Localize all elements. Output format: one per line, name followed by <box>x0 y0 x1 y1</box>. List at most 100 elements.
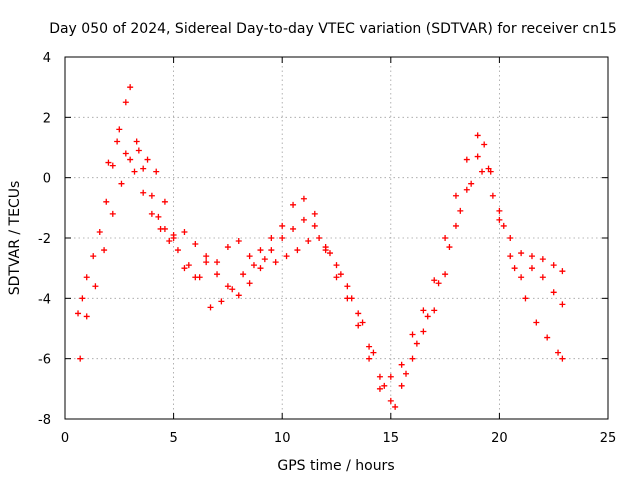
data-point <box>92 283 99 290</box>
data-point <box>463 186 470 193</box>
data-point <box>403 370 410 377</box>
data-point <box>431 277 438 284</box>
y-tick-label: -6 <box>38 353 51 368</box>
y-tick-labels: -8 -6 -4 -2 0 2 4 <box>38 51 51 428</box>
data-point <box>468 180 475 187</box>
data-point <box>452 192 459 199</box>
data-point <box>474 132 481 139</box>
data-point <box>157 225 164 232</box>
x-axis-title: GPS time / hours <box>277 458 394 474</box>
data-point <box>311 210 318 217</box>
data-point <box>544 334 551 341</box>
data-point <box>409 355 416 362</box>
data-point <box>83 313 90 320</box>
data-point <box>192 241 199 248</box>
data-point <box>522 295 529 302</box>
data-point <box>550 289 557 296</box>
x-tick-label: 5 <box>169 431 177 446</box>
data-point <box>337 271 344 278</box>
data-point <box>442 235 449 241</box>
data-point <box>387 373 394 380</box>
data-point <box>101 247 108 254</box>
data-point <box>555 349 562 356</box>
data-point <box>257 265 264 272</box>
data-point <box>376 373 383 380</box>
data-point <box>326 250 333 257</box>
data-point <box>539 274 546 281</box>
data-point <box>272 259 279 266</box>
data-point <box>507 253 514 260</box>
data-point <box>279 235 286 241</box>
data-point <box>196 274 203 281</box>
data-point <box>90 253 97 260</box>
data-point <box>507 235 514 241</box>
data-point <box>398 361 405 368</box>
data-point <box>140 189 147 196</box>
data-point <box>96 228 103 235</box>
data-point <box>528 253 535 260</box>
data-point <box>131 168 138 175</box>
chart-title: Day 050 of 2024, Sidereal Day-to-day VTE… <box>49 21 617 37</box>
y-tick-label: 2 <box>43 111 51 126</box>
data-point <box>170 235 177 241</box>
data-point <box>322 244 329 251</box>
data-point <box>144 156 151 163</box>
data-point <box>155 213 162 220</box>
data-point <box>214 259 221 266</box>
data-point <box>257 247 264 254</box>
data-point <box>316 235 323 241</box>
data-point <box>268 235 275 241</box>
data-point <box>261 256 268 263</box>
x-tick-label: 10 <box>274 431 291 446</box>
data-point <box>348 295 355 302</box>
x-tick-label: 20 <box>491 431 508 446</box>
data-point <box>420 307 427 314</box>
data-point <box>518 274 525 281</box>
data-point <box>218 298 225 305</box>
data-point <box>435 280 442 287</box>
y-axis-title: SDTVAR / TECUs <box>7 181 23 296</box>
data-point <box>413 340 420 347</box>
data-point <box>446 244 453 251</box>
series-track-b <box>77 147 566 404</box>
data-point <box>290 201 297 208</box>
x-tick-label: 25 <box>600 431 617 446</box>
data-point <box>246 280 253 287</box>
data-point <box>148 210 155 217</box>
data-point <box>214 271 221 278</box>
data-point <box>203 259 210 266</box>
data-point <box>533 319 540 326</box>
data-point <box>355 322 362 329</box>
y-tick-label: -8 <box>38 413 51 428</box>
data-point <box>452 222 459 229</box>
data-points <box>75 84 566 410</box>
data-point <box>528 265 535 272</box>
data-point <box>344 283 351 290</box>
data-point <box>457 207 464 214</box>
data-point <box>161 198 168 205</box>
grid-lines <box>65 57 608 419</box>
data-point <box>479 168 486 175</box>
data-point <box>246 253 253 260</box>
data-point <box>559 301 566 308</box>
data-point <box>489 192 496 199</box>
data-point <box>370 349 377 356</box>
data-point <box>77 355 84 362</box>
data-point <box>135 147 142 154</box>
data-point <box>550 262 557 269</box>
data-point <box>207 304 214 311</box>
data-point <box>333 262 340 269</box>
data-point <box>496 216 503 223</box>
data-point <box>487 168 494 175</box>
data-point <box>166 238 173 245</box>
data-point <box>235 292 242 299</box>
data-point <box>496 207 503 214</box>
data-point <box>431 307 438 314</box>
data-point <box>294 247 301 254</box>
series-track-c <box>105 138 566 410</box>
data-point <box>311 222 318 229</box>
data-point <box>283 253 290 260</box>
y-tick-label: 0 <box>43 172 51 187</box>
data-point <box>290 225 297 232</box>
